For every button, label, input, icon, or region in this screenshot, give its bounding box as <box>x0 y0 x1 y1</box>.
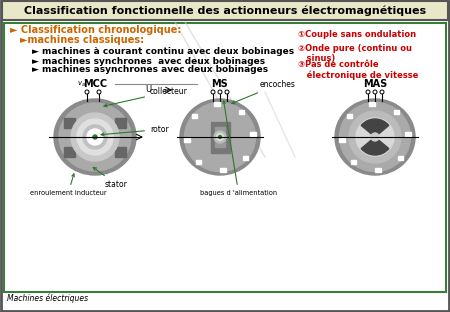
Circle shape <box>83 125 107 149</box>
Circle shape <box>380 90 384 94</box>
Text: ► machines asynchrones avec deux bobinages: ► machines asynchrones avec deux bobinag… <box>32 66 268 75</box>
Circle shape <box>371 133 379 141</box>
Circle shape <box>214 131 226 143</box>
Circle shape <box>225 90 229 94</box>
FancyBboxPatch shape <box>196 160 202 164</box>
Text: Machines électriques: Machines électriques <box>7 293 88 303</box>
FancyBboxPatch shape <box>398 156 403 160</box>
FancyBboxPatch shape <box>192 114 198 118</box>
Ellipse shape <box>54 99 136 175</box>
Circle shape <box>211 90 215 94</box>
Ellipse shape <box>339 103 410 172</box>
FancyBboxPatch shape <box>214 102 220 106</box>
Text: MAS: MAS <box>363 79 387 89</box>
FancyBboxPatch shape <box>220 168 225 172</box>
Circle shape <box>87 129 103 145</box>
Circle shape <box>85 90 89 94</box>
Wedge shape <box>361 137 389 155</box>
Circle shape <box>218 90 222 94</box>
Text: U: U <box>145 85 151 95</box>
Circle shape <box>216 134 224 140</box>
Text: bagues d 'alimentation: bagues d 'alimentation <box>200 101 277 196</box>
FancyBboxPatch shape <box>339 138 345 142</box>
FancyBboxPatch shape <box>243 156 248 160</box>
Text: $v_a$: $v_a$ <box>76 80 86 89</box>
FancyBboxPatch shape <box>4 23 446 292</box>
Circle shape <box>219 135 221 139</box>
Ellipse shape <box>180 99 260 175</box>
Circle shape <box>93 135 97 139</box>
Ellipse shape <box>59 103 131 171</box>
FancyBboxPatch shape <box>211 121 230 153</box>
Text: MS: MS <box>212 79 228 89</box>
Text: ③Pas de contrôle
   électronique de vitesse: ③Pas de contrôle électronique de vitesse <box>298 60 419 80</box>
Text: ► machines synchrones  avec deux bobinages: ► machines synchrones avec deux bobinage… <box>32 56 265 66</box>
FancyBboxPatch shape <box>238 110 244 114</box>
FancyBboxPatch shape <box>115 147 126 157</box>
Circle shape <box>349 111 401 163</box>
Circle shape <box>71 113 119 161</box>
Ellipse shape <box>184 103 256 172</box>
Wedge shape <box>361 119 389 137</box>
Text: enroulement inducteur: enroulement inducteur <box>30 174 107 196</box>
Circle shape <box>366 90 370 94</box>
FancyBboxPatch shape <box>250 132 256 136</box>
Text: ► Classification chronologique:: ► Classification chronologique: <box>10 25 181 35</box>
Circle shape <box>356 118 394 156</box>
Text: stator: stator <box>93 167 128 189</box>
FancyBboxPatch shape <box>64 118 76 128</box>
FancyBboxPatch shape <box>375 168 381 172</box>
FancyBboxPatch shape <box>184 138 190 142</box>
Circle shape <box>77 119 113 155</box>
FancyBboxPatch shape <box>393 110 399 114</box>
Circle shape <box>373 90 377 94</box>
Circle shape <box>97 90 101 94</box>
Text: rotor: rotor <box>101 125 169 136</box>
Text: MCC: MCC <box>83 79 107 89</box>
Text: ► machines à courant continu avec deux bobinages: ► machines à courant continu avec deux b… <box>32 47 294 56</box>
Text: collecteur: collecteur <box>104 87 188 107</box>
FancyBboxPatch shape <box>215 127 225 147</box>
Ellipse shape <box>335 99 415 175</box>
FancyBboxPatch shape <box>351 160 356 164</box>
Text: Classification fonctionnelle des actionneurs électromagnétiques: Classification fonctionnelle des actionn… <box>24 6 426 16</box>
FancyBboxPatch shape <box>64 147 76 157</box>
FancyBboxPatch shape <box>347 114 352 118</box>
FancyBboxPatch shape <box>115 118 126 128</box>
Text: ①Couple sans ondulation: ①Couple sans ondulation <box>298 30 416 39</box>
Text: ②Onde pure (continu ou
   sinus): ②Onde pure (continu ou sinus) <box>298 44 412 63</box>
Text: ►machines classiques:: ►machines classiques: <box>20 35 144 45</box>
Circle shape <box>219 135 221 139</box>
FancyBboxPatch shape <box>369 102 375 106</box>
FancyBboxPatch shape <box>2 1 448 20</box>
FancyBboxPatch shape <box>405 132 410 136</box>
Text: encoches: encoches <box>232 80 296 104</box>
